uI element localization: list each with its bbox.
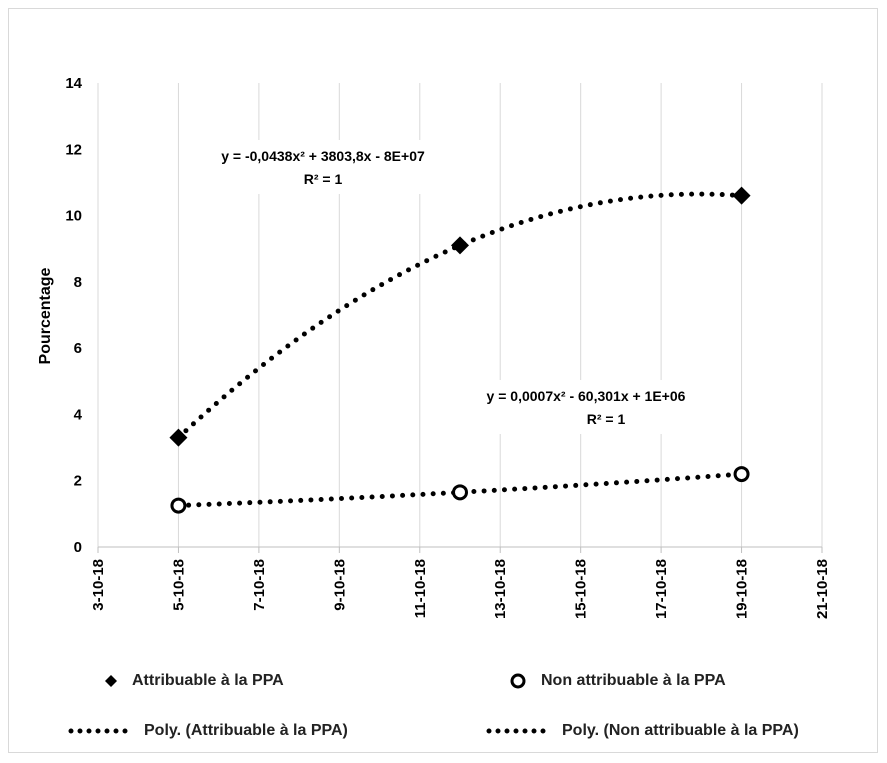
x-tick-label: 17-10-18 bbox=[653, 559, 670, 619]
legend-label: Poly. (Non attribuable à la PPA) bbox=[562, 722, 799, 739]
y-tick-label: 6 bbox=[74, 340, 82, 357]
trendline-equations: y = -0,0438x² + 3803,8x - 8E+07 R² = 1 y =… bbox=[190, 140, 728, 434]
diamond-data-point bbox=[732, 186, 751, 205]
open-circle-data-point bbox=[452, 484, 468, 501]
legend-item-poly-non-attribuable: Poly. (Non attribuable à la PPA) bbox=[486, 722, 799, 740]
trendline-r-squared: R² = 1 bbox=[587, 411, 626, 427]
chart-frame bbox=[8, 8, 878, 753]
trendline-r-squared: R² = 1 bbox=[304, 171, 343, 187]
x-tick-label: 3-10-18 bbox=[90, 559, 107, 611]
diamond-marker-icon bbox=[105, 675, 117, 687]
open-circle-data-point bbox=[170, 497, 187, 514]
axes bbox=[97, 546, 823, 553]
x-tick-label: 11-10-18 bbox=[412, 559, 429, 618]
data-points bbox=[169, 186, 751, 514]
x-tick-label: 5-10-18 bbox=[170, 559, 187, 611]
x-tick-label: 19-10-18 bbox=[734, 559, 751, 619]
legend-item-attribuable: Attribuable à la PPA bbox=[100, 672, 284, 690]
diamond-data-point bbox=[451, 236, 469, 255]
x-tick-label: 7-10-18 bbox=[251, 559, 268, 611]
equation-label-background bbox=[444, 380, 728, 434]
x-tick-label: 15-10-18 bbox=[573, 559, 590, 619]
x-tick-label: 13-10-18 bbox=[492, 559, 509, 619]
legend-item-poly-attribuable: Poly. (Attribuable à la PPA) bbox=[68, 722, 348, 740]
y-axis-label: Pourcentage bbox=[37, 267, 54, 364]
open-circle-data-point bbox=[733, 466, 750, 483]
y-tick-label: 8 bbox=[74, 274, 82, 291]
y-tick-label: 12 bbox=[65, 141, 82, 158]
x-tick-label: 9-10-18 bbox=[331, 559, 348, 611]
y-tick-label: 2 bbox=[74, 473, 82, 490]
dotted-line-icon bbox=[486, 728, 552, 734]
y-tick-label: 4 bbox=[74, 406, 83, 423]
y-tick-label: 0 bbox=[74, 539, 82, 556]
y-tick-label: 14 bbox=[65, 75, 82, 92]
dotted-line-icon bbox=[68, 728, 134, 734]
trendline-equation: y = 0,0007x² - 60,301x + 1E+06 bbox=[487, 388, 686, 404]
legend-label: Attribuable à la PPA bbox=[132, 672, 284, 689]
legend-label: Poly. (Attribuable à la PPA) bbox=[144, 722, 348, 739]
y-tick-labels: 0 2 4 6 8 10 12 14 bbox=[65, 75, 82, 556]
equation-label-background bbox=[190, 140, 456, 194]
x-tick-label: 21-10-18 bbox=[814, 559, 831, 619]
y-tick-label: 10 bbox=[65, 208, 82, 225]
diamond-data-point bbox=[169, 428, 188, 447]
scatter-chart: 0 2 4 6 8 10 12 14 3-10-18 5-10-18 7-10-18 9-10-18… bbox=[37, 75, 831, 619]
x-tick-labels: 3-10-18 5-10-18 7-10-18 9-10-18 11-10-18 13-1… bbox=[90, 559, 831, 619]
trendline-equation: y = -0,0438x² + 3803,8x - 8E+07 bbox=[221, 148, 425, 164]
trendlines bbox=[175, 191, 745, 509]
open-circle-marker-icon bbox=[510, 673, 526, 689]
trendline-series-2 bbox=[175, 471, 745, 509]
legend-label: Non attribuable à la PPA bbox=[541, 672, 726, 689]
legend-item-non-attribuable: Non attribuable à la PPA bbox=[505, 672, 726, 690]
trendline-series-1 bbox=[175, 191, 745, 441]
